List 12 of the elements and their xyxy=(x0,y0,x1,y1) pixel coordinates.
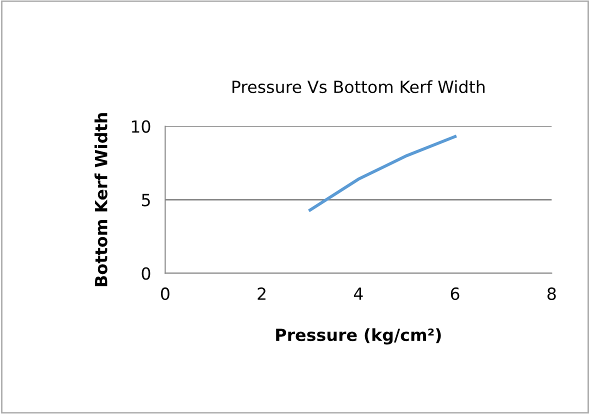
y-tick-label: 5 xyxy=(142,194,150,206)
y-axis-title: Bottom Kerf Width xyxy=(94,113,108,286)
x-tick-label: 4 xyxy=(354,288,363,300)
y-tick-label: 0 xyxy=(142,267,150,280)
line-series xyxy=(308,135,457,212)
x-tick-label: 6 xyxy=(450,287,460,300)
y-tick-label: 10 xyxy=(132,120,150,133)
x-tick-label: 8 xyxy=(547,287,556,300)
chart-title: Pressure Vs Bottom Kerf Width xyxy=(232,80,485,94)
x-tick-label: 2 xyxy=(258,287,266,300)
x-axis-title: Pressure (kg/cm²) xyxy=(276,328,441,345)
x-tick-label: 0 xyxy=(160,287,170,300)
